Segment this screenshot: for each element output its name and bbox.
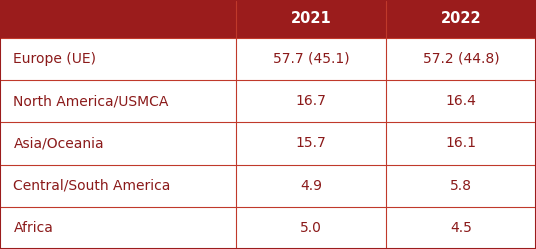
Text: Africa: Africa <box>13 221 53 235</box>
Text: 16.7: 16.7 <box>295 94 326 108</box>
Text: 5.8: 5.8 <box>450 179 472 193</box>
Text: 16.4: 16.4 <box>445 94 477 108</box>
Bar <box>0 165 536 207</box>
Text: Europe (UE): Europe (UE) <box>13 52 96 66</box>
Text: 16.1: 16.1 <box>445 136 477 150</box>
Text: 2021: 2021 <box>291 11 331 26</box>
Text: 57.7 (45.1): 57.7 (45.1) <box>273 52 349 66</box>
Bar <box>0 0 536 38</box>
Text: North America/USMCA: North America/USMCA <box>13 94 169 108</box>
Text: 57.2 (44.8): 57.2 (44.8) <box>423 52 499 66</box>
Text: 4.5: 4.5 <box>450 221 472 235</box>
Text: 4.9: 4.9 <box>300 179 322 193</box>
Bar <box>0 38 536 80</box>
Bar <box>0 80 536 122</box>
Text: 2022: 2022 <box>441 11 481 26</box>
Text: Asia/Oceania: Asia/Oceania <box>13 136 104 150</box>
Bar <box>0 122 536 165</box>
Bar <box>0 207 536 249</box>
Text: 15.7: 15.7 <box>295 136 326 150</box>
Text: 5.0: 5.0 <box>300 221 322 235</box>
Text: Central/South America: Central/South America <box>13 179 171 193</box>
